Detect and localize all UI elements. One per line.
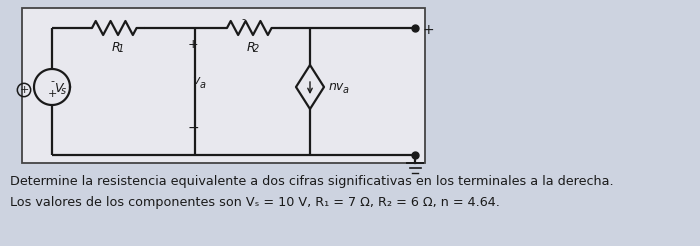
- Text: a: a: [343, 85, 349, 95]
- Text: s: s: [61, 86, 66, 96]
- FancyBboxPatch shape: [22, 8, 425, 163]
- Text: nv: nv: [329, 80, 344, 93]
- Text: +: +: [423, 23, 435, 37]
- Text: v: v: [192, 74, 199, 87]
- Text: a: a: [200, 80, 206, 90]
- Text: −: −: [187, 121, 199, 135]
- Text: +: +: [20, 85, 29, 95]
- Text: 1: 1: [118, 44, 124, 54]
- Text: V: V: [54, 81, 62, 94]
- Text: Los valores de los componentes son Vₛ = 10 V, R₁ = 7 Ω, R₂ = 6 Ω, n = 4.64.: Los valores de los componentes son Vₛ = …: [10, 196, 500, 209]
- Text: 2: 2: [253, 44, 259, 54]
- Text: R: R: [112, 41, 120, 54]
- Text: -: -: [241, 14, 245, 24]
- Text: +: +: [188, 38, 198, 51]
- Text: -: -: [50, 76, 54, 86]
- Text: +: +: [48, 89, 57, 99]
- Text: R: R: [246, 41, 256, 54]
- Text: Determine la resistencia equivalente a dos cifras significativas en los terminal: Determine la resistencia equivalente a d…: [10, 175, 614, 188]
